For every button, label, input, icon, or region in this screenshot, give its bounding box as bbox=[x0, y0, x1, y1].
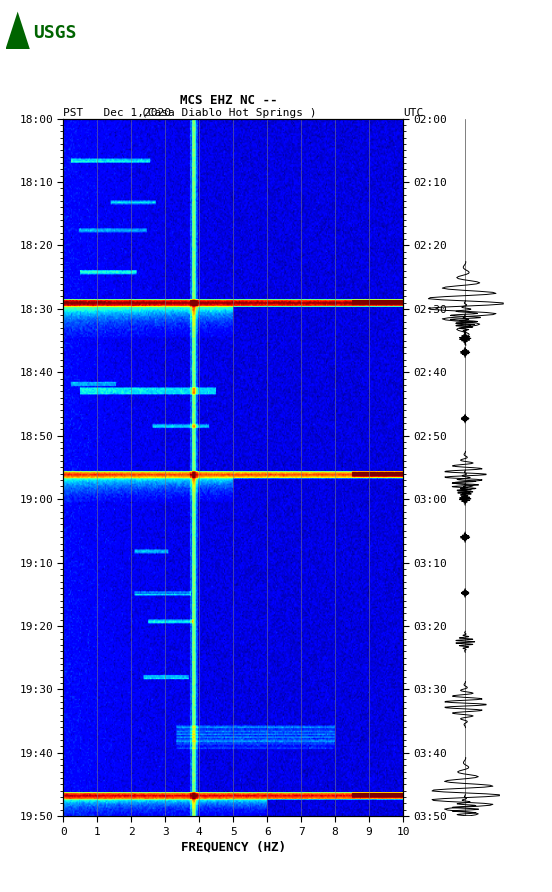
Text: (Casa Diablo Hot Springs ): (Casa Diablo Hot Springs ) bbox=[141, 108, 317, 118]
Text: MCS EHZ NC --: MCS EHZ NC -- bbox=[181, 94, 278, 107]
Text: USGS: USGS bbox=[33, 24, 76, 42]
Text: PST   Dec 1,2020: PST Dec 1,2020 bbox=[63, 108, 172, 118]
X-axis label: FREQUENCY (HZ): FREQUENCY (HZ) bbox=[181, 841, 286, 854]
Text: UTC: UTC bbox=[403, 108, 423, 118]
Polygon shape bbox=[6, 12, 30, 49]
